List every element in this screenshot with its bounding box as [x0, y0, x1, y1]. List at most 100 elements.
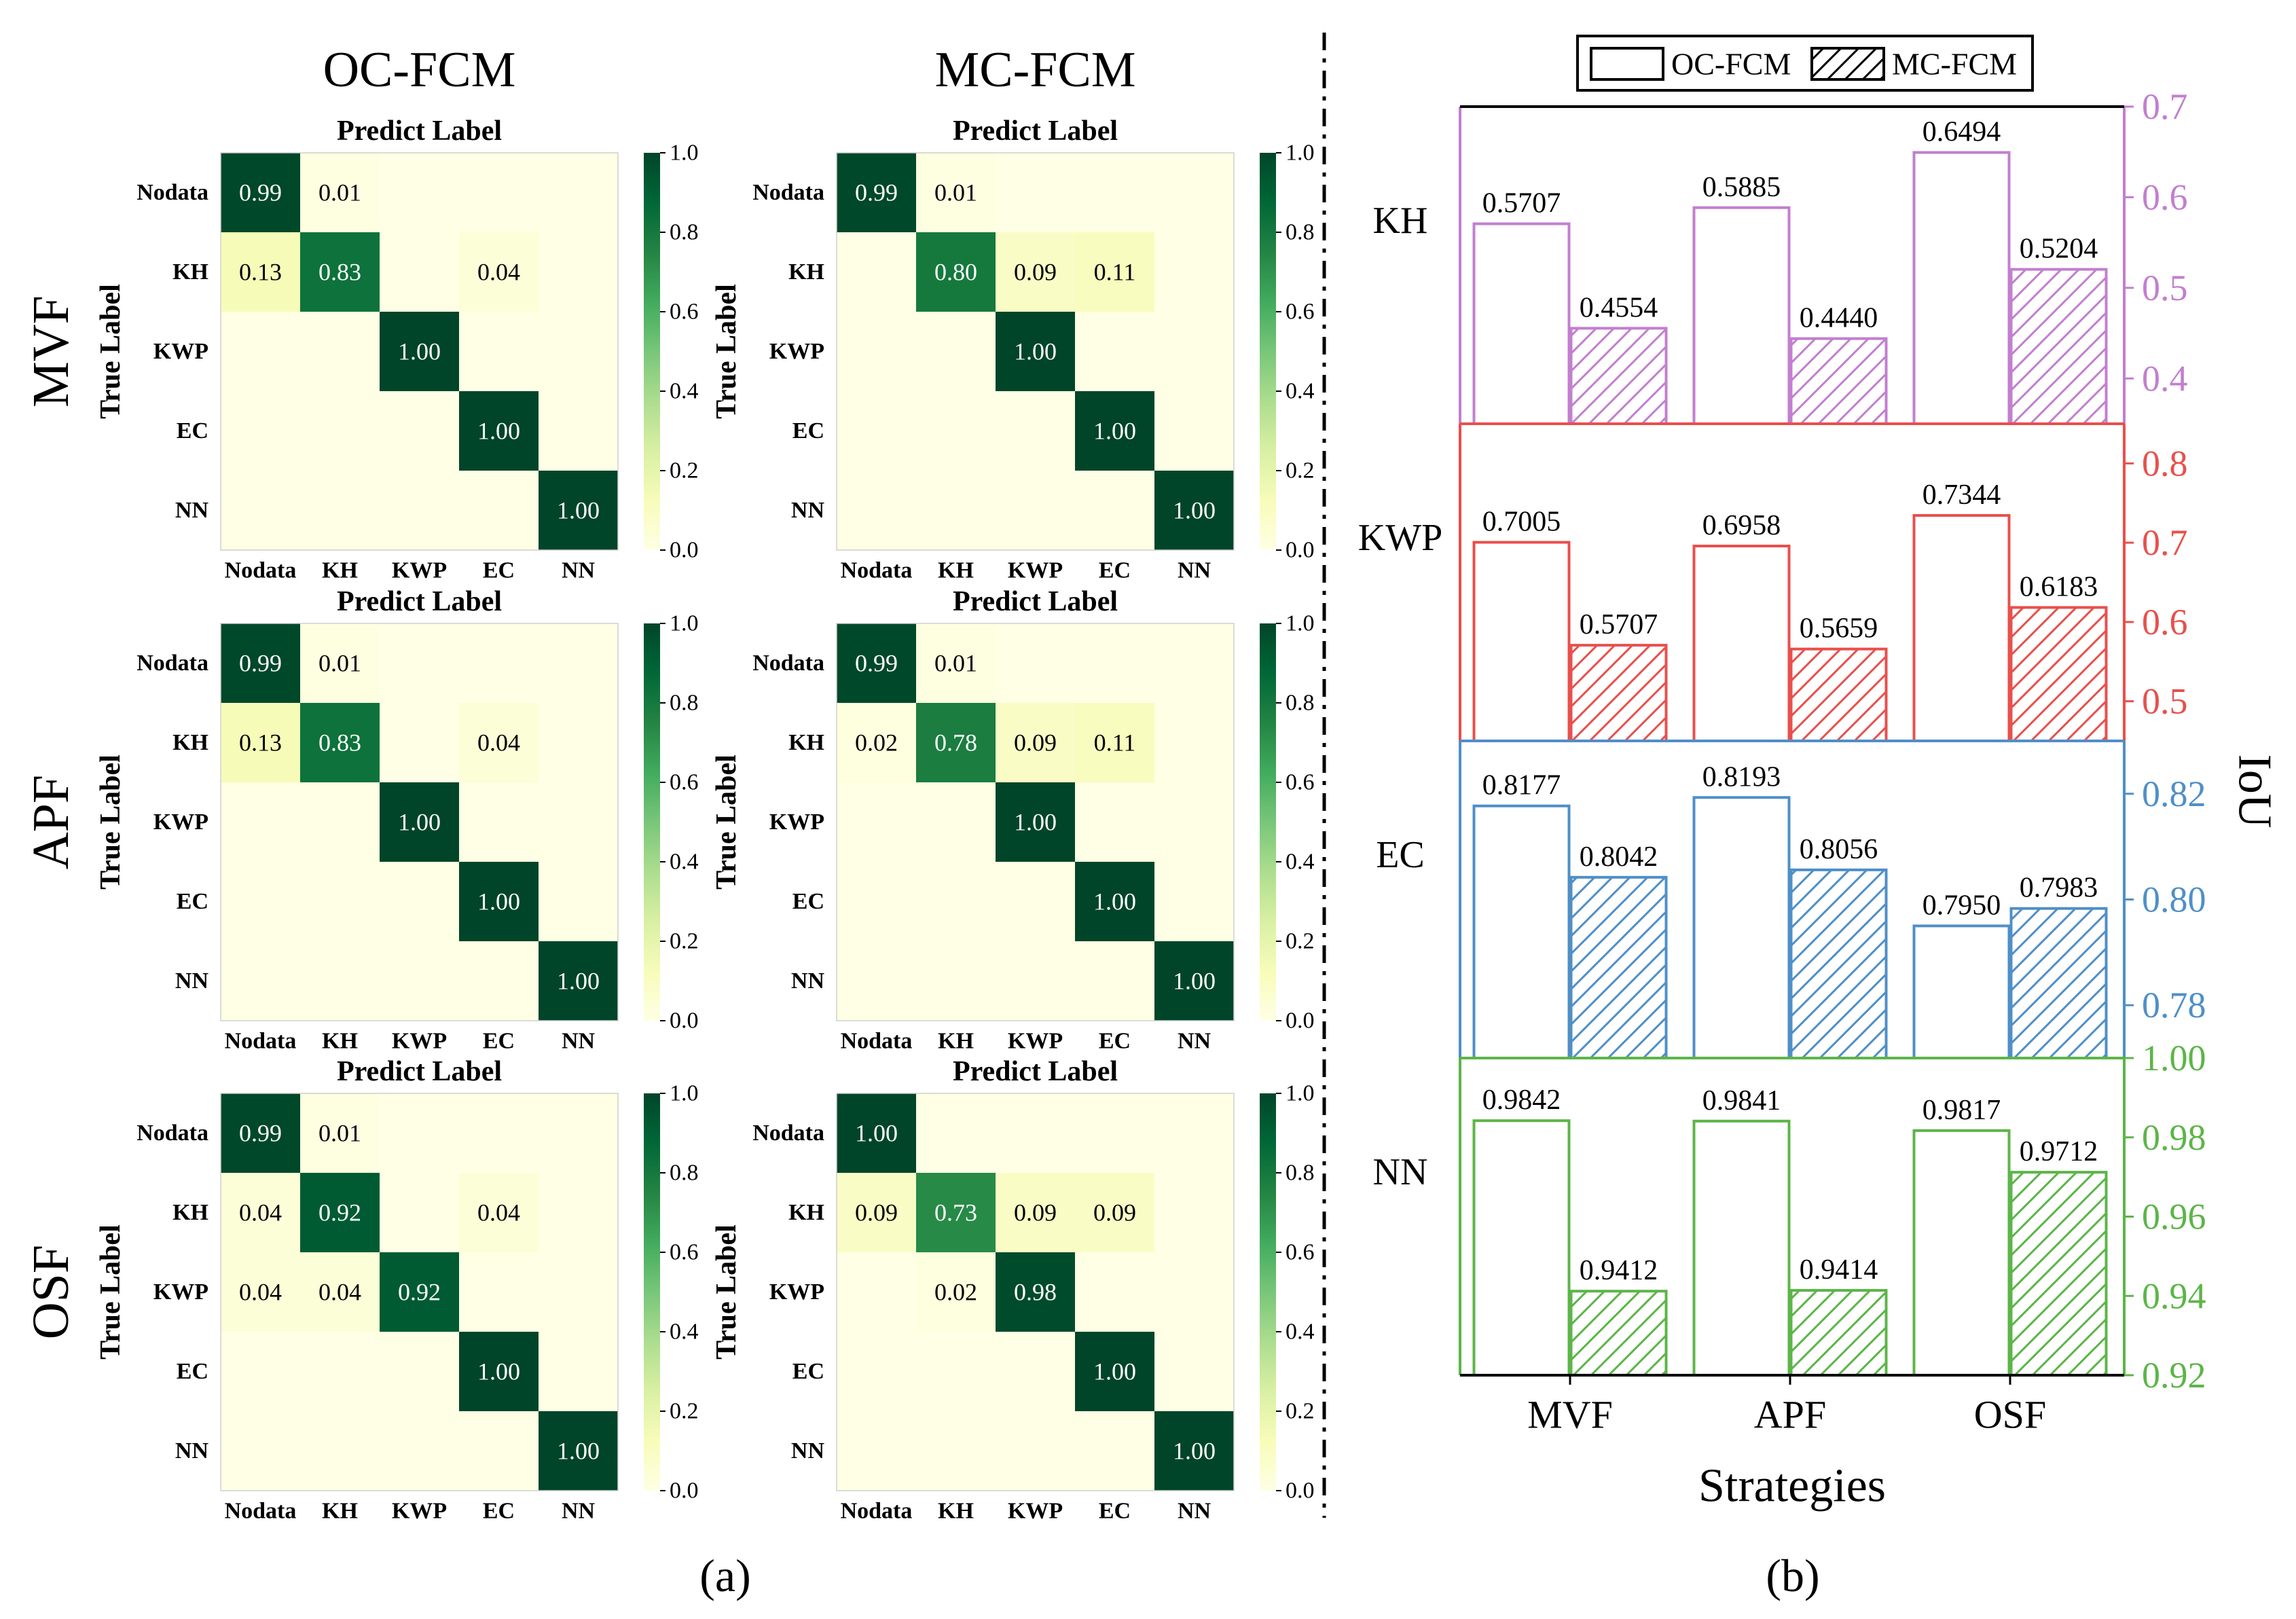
heatmap-cell: [996, 153, 1076, 233]
cell-value: 0.02: [855, 729, 898, 757]
x-tick-label: Nodata: [225, 558, 297, 583]
y-tick-label: Nodata: [136, 180, 208, 205]
heatmap-cell: [837, 703, 917, 783]
bar-mc-fcm: [1789, 1289, 1888, 1377]
colorbar-tick-label: 0.4: [1286, 379, 1315, 404]
bar-oc-fcm: [1912, 513, 2011, 742]
bar-oc-fcm: [1692, 796, 1791, 1059]
heatmap-cell: [380, 1411, 460, 1491]
cell-value: 0.98: [1014, 1279, 1057, 1306]
colorbar-tick-label: 0.4: [670, 1320, 699, 1345]
cell-value: 0.01: [318, 650, 361, 677]
colorbar-tick-label: 0.2: [1286, 458, 1315, 484]
heatmap-cell: [539, 1411, 619, 1491]
heatmap-cell: [539, 1093, 619, 1174]
heatmap-cell: [300, 391, 380, 471]
heatmap-cell: [916, 1093, 996, 1174]
x-tick-label: Nodata: [841, 558, 913, 583]
bar-mc-fcm: [1789, 337, 1888, 426]
heatmap-cell: [539, 862, 619, 942]
colorbar-tick-label: 0.2: [1286, 929, 1315, 954]
x-tick-label: EC: [1099, 558, 1131, 583]
heatmap-cell: [996, 782, 1076, 862]
y-tick-label: KWP: [769, 339, 824, 364]
y-tick-label: 0.94: [2142, 1275, 2206, 1316]
y-tick-label: Nodata: [752, 180, 824, 205]
y-tick-label: KH: [172, 259, 208, 285]
matrix-ylabel: True Label: [711, 284, 742, 419]
heatmap-cell: [996, 941, 1076, 1021]
bar-value-label: 0.5707: [1580, 609, 1658, 640]
colorbar-tick-label: 0.0: [1286, 1478, 1315, 1504]
x-tick-label: NN: [562, 558, 596, 583]
heatmap-cell: [459, 312, 539, 392]
y-tick-label: 0.6: [2142, 602, 2188, 642]
bar-mc-fcm: [2009, 1171, 2108, 1377]
cell-value: 0.99: [239, 1120, 282, 1147]
colorbar: [1260, 1093, 1276, 1491]
y-tick-label: 0.78: [2142, 985, 2206, 1025]
heatmap-cell: [300, 1411, 380, 1491]
y-tick-label: NN: [791, 968, 825, 994]
matrix-xlabel: Predict Label: [953, 115, 1118, 147]
heatmap-cell: [459, 471, 539, 551]
heatmap-cell: [380, 623, 460, 704]
x-tick-label: KH: [322, 1029, 358, 1054]
cell-value: 0.11: [1094, 729, 1136, 757]
heatmap-cell: [221, 862, 301, 942]
colorbar-tick-label: 0.6: [670, 299, 699, 325]
colorbar-tick-label: 0.2: [1286, 1399, 1315, 1424]
heatmap-cell: [1154, 941, 1235, 1021]
heatmap-cell: [996, 862, 1076, 942]
heatmap-cell: [916, 703, 996, 783]
y-tick-label: NN: [791, 1438, 825, 1463]
bar-value-label: 0.9712: [2020, 1136, 2098, 1167]
heatmap-cell: [1075, 1411, 1155, 1491]
cell-value: 0.09: [1014, 729, 1057, 757]
heatmap-cell: [221, 471, 301, 551]
y-tick-label: 0.98: [2142, 1117, 2206, 1158]
bar-oc-fcm: [1472, 804, 1571, 1059]
heatmap-cell: [1154, 1332, 1235, 1412]
heatmap-cell: [539, 782, 619, 862]
heatmap-cell: [221, 153, 301, 233]
bar-value-label: 0.7983: [2020, 873, 2098, 904]
cell-value: 1.00: [1093, 888, 1136, 915]
confusion-matrix-oc-fcm-apf: Predict Label True Label 0.99 0.01 0.13 0.83 0…: [95, 586, 699, 1054]
heatmap-cell: [539, 153, 619, 233]
heatmap-cell: [837, 153, 917, 233]
bar-value-label: 0.7344: [1923, 479, 2001, 511]
heatmap-cell: [459, 232, 539, 312]
cell-value: 0.83: [318, 729, 361, 757]
bar-mc-fcm: [2009, 606, 2108, 743]
heatmap-cell: [380, 941, 460, 1021]
bar-mc-fcm: [2009, 907, 2108, 1060]
bar-value-label: 0.4440: [1800, 303, 1878, 334]
y-tick-label: 0.7: [2142, 86, 2188, 127]
heatmap-cell: [380, 1173, 460, 1253]
y-tick-label: EC: [792, 889, 824, 914]
matrix-frame: [836, 623, 1235, 1021]
heatmap-cell: [837, 623, 917, 704]
cell-value: 1.00: [1093, 1358, 1136, 1385]
heatmap-cell: [221, 623, 301, 704]
heatmap-cell: [916, 471, 996, 551]
heatmap-cell: [300, 312, 380, 392]
y-tick-label: NN: [175, 1438, 209, 1463]
colorbar: [644, 623, 660, 1021]
heatmap-cell: [539, 1173, 619, 1253]
y-tick-label: 0.92: [2142, 1355, 2206, 1396]
y-tick-label: 0.6: [2142, 177, 2188, 217]
legend-swatch-oc-fcm: [1590, 47, 1664, 81]
heatmap-cell: [1075, 1093, 1155, 1174]
heatmap-cell: [380, 862, 460, 942]
y-tick-label: 0.96: [2142, 1197, 2206, 1237]
heatmap-cell: [1154, 1093, 1235, 1174]
x-axis-title: Strategies: [1698, 1460, 1886, 1512]
x-tick-label: KWP: [392, 558, 447, 583]
heatmap-cell: [380, 232, 460, 312]
heatmap-cell: [1154, 153, 1235, 233]
colorbar-tick-label: 1.0: [670, 1081, 699, 1106]
y-tick-label: EC: [177, 889, 208, 914]
